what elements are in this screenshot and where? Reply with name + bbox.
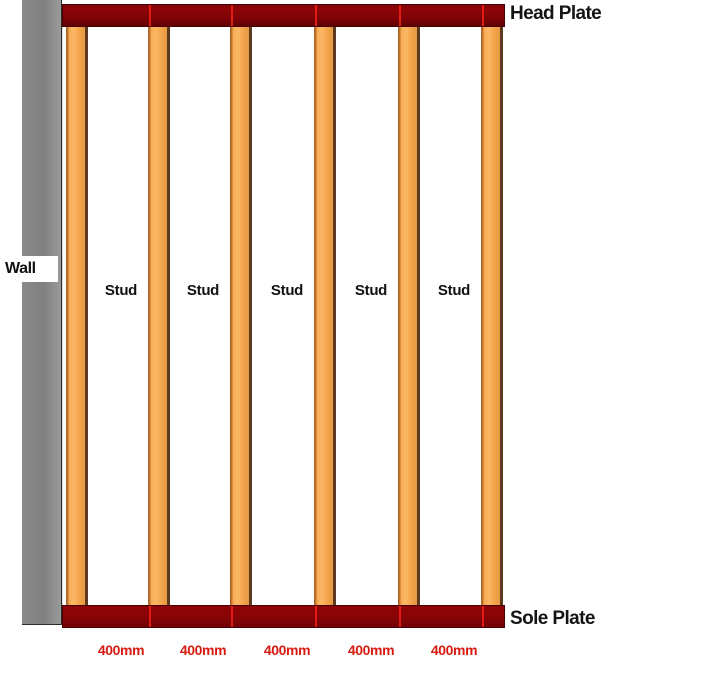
stud-label: Stud [262, 280, 312, 302]
sole-plate [62, 605, 505, 628]
dimension-label: 400mm [179, 642, 227, 658]
stud-label: Stud [178, 280, 228, 302]
sole-plate-tick [231, 606, 233, 627]
stud-member [398, 27, 420, 605]
dimension-label: 400mm [97, 642, 145, 658]
stud-member [230, 27, 252, 605]
stud-member [481, 27, 503, 605]
head-plate-tick [231, 5, 233, 26]
stud-label: Stud [96, 280, 146, 302]
stud-member [66, 27, 88, 605]
stud-member [314, 27, 336, 605]
sole-plate-tick [399, 606, 401, 627]
frame-background [62, 27, 506, 605]
stud-member [148, 27, 170, 605]
sole-plate-tick [482, 606, 484, 627]
wall-label: Wall [2, 256, 58, 282]
dimension-label: 400mm [347, 642, 395, 658]
dimension-label: 400mm [430, 642, 478, 658]
stud-label: Stud [429, 280, 479, 302]
dimension-label: 400mm [263, 642, 311, 658]
head-plate-tick [149, 5, 151, 26]
sole-plate-tick [149, 606, 151, 627]
wall-block [22, 0, 62, 625]
head-plate-tick [399, 5, 401, 26]
sole-plate-tick [315, 606, 317, 627]
sole-plate-label: Sole Plate [510, 608, 595, 629]
head-plate-tick [315, 5, 317, 26]
head-plate-label: Head Plate [510, 3, 602, 24]
stud-label: Stud [346, 280, 396, 302]
head-plate-tick [482, 5, 484, 26]
head-plate [62, 4, 505, 27]
